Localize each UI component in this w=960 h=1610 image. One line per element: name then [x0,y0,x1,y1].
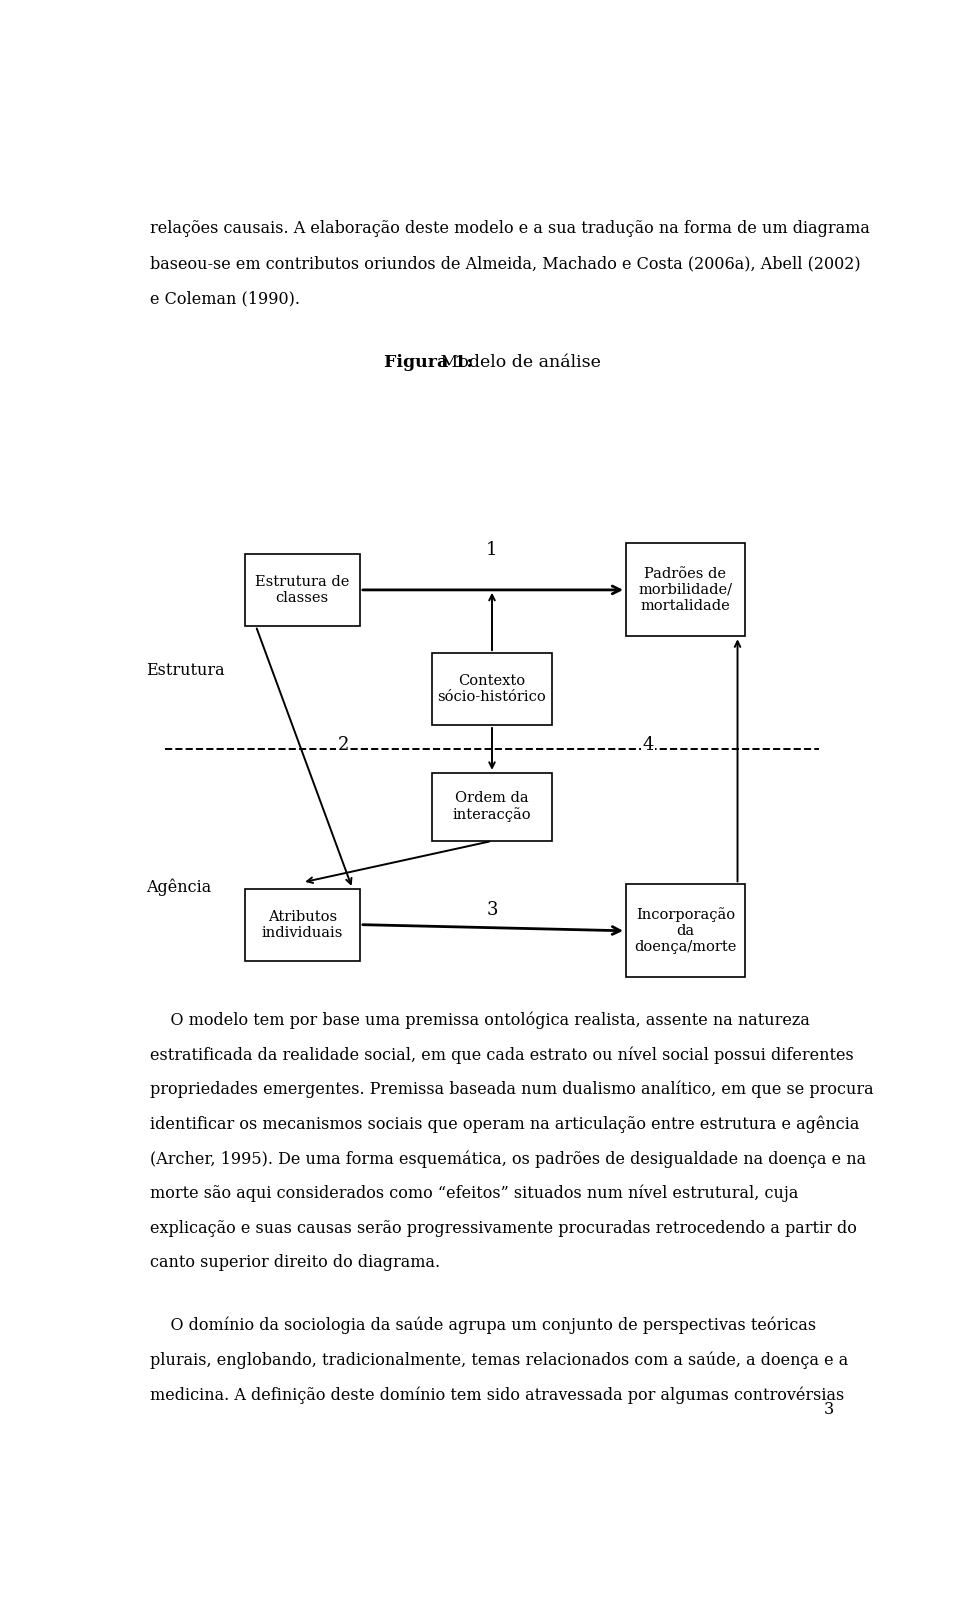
Text: explicação e suas causas serão progressivamente procuradas retrocedendo a partir: explicação e suas causas serão progressi… [150,1220,856,1236]
Text: morte são aqui considerados como “efeitos” situados num nível estrutural, cuja: morte são aqui considerados como “efeito… [150,1185,798,1203]
Text: (Archer, 1995). De uma forma esquemática, os padrões de desigualdade na doença e: (Archer, 1995). De uma forma esquemática… [150,1150,866,1167]
Text: e Coleman (1990).: e Coleman (1990). [150,290,300,308]
FancyBboxPatch shape [432,654,551,724]
Text: Padrões de
morbilidade/
mortalidade: Padrões de morbilidade/ mortalidade [638,567,732,613]
FancyBboxPatch shape [245,889,360,961]
Text: 2: 2 [338,736,348,753]
Text: O domínio da sociologia da saúde agrupa um conjunto de perspectivas teóricas: O domínio da sociologia da saúde agrupa … [150,1317,816,1335]
FancyBboxPatch shape [245,554,360,626]
Text: Ordem da
interacção: Ordem da interacção [453,791,531,823]
FancyBboxPatch shape [626,544,745,636]
Text: Incorporação
da
doença/morte: Incorporação da doença/morte [635,906,736,955]
Text: plurais, englobando, tradicionalmente, temas relacionados com a saúde, a doença : plurais, englobando, tradicionalmente, t… [150,1351,848,1368]
Text: Contexto
sócio-histórico: Contexto sócio-histórico [438,675,546,704]
Text: 4: 4 [642,736,654,753]
Text: Estrutura de
classes: Estrutura de classes [255,575,349,605]
Text: propriedades emergentes. Premissa baseada num dualismo analítico, em que se proc: propriedades emergentes. Premissa basead… [150,1080,874,1098]
Text: 3: 3 [487,900,497,919]
Text: Estrutura: Estrutura [146,662,225,679]
FancyBboxPatch shape [626,884,745,977]
Text: Agência: Agência [146,879,211,897]
Text: 3: 3 [824,1401,834,1418]
Text: medicina. A definição deste domínio tem sido atravessada por algumas controvérsi: medicina. A definição deste domínio tem … [150,1386,844,1404]
Text: Figura 1:: Figura 1: [384,354,473,372]
Text: estratificada da realidade social, em que cada estrato ou nível social possui di: estratificada da realidade social, em qu… [150,1046,853,1064]
Text: Modelo de análise: Modelo de análise [435,354,601,372]
Text: O modelo tem por base uma premissa ontológica realista, assente na natureza: O modelo tem por base uma premissa ontol… [150,1011,809,1029]
Text: 1: 1 [487,541,497,559]
FancyBboxPatch shape [432,773,551,840]
Text: canto superior direito do diagrama.: canto superior direito do diagrama. [150,1254,440,1272]
Text: identificar os mecanismos sociais que operam na articulação entre estrutura e ag: identificar os mecanismos sociais que op… [150,1116,859,1133]
Text: relações causais. A elaboração deste modelo e a sua tradução na forma de um diag: relações causais. A elaboração deste mod… [150,221,870,237]
Text: baseou-se em contributos oriundos de Almeida, Machado e Costa (2006a), Abell (20: baseou-se em contributos oriundos de Alm… [150,256,860,272]
Text: Atributos
individuais: Atributos individuais [261,910,343,940]
